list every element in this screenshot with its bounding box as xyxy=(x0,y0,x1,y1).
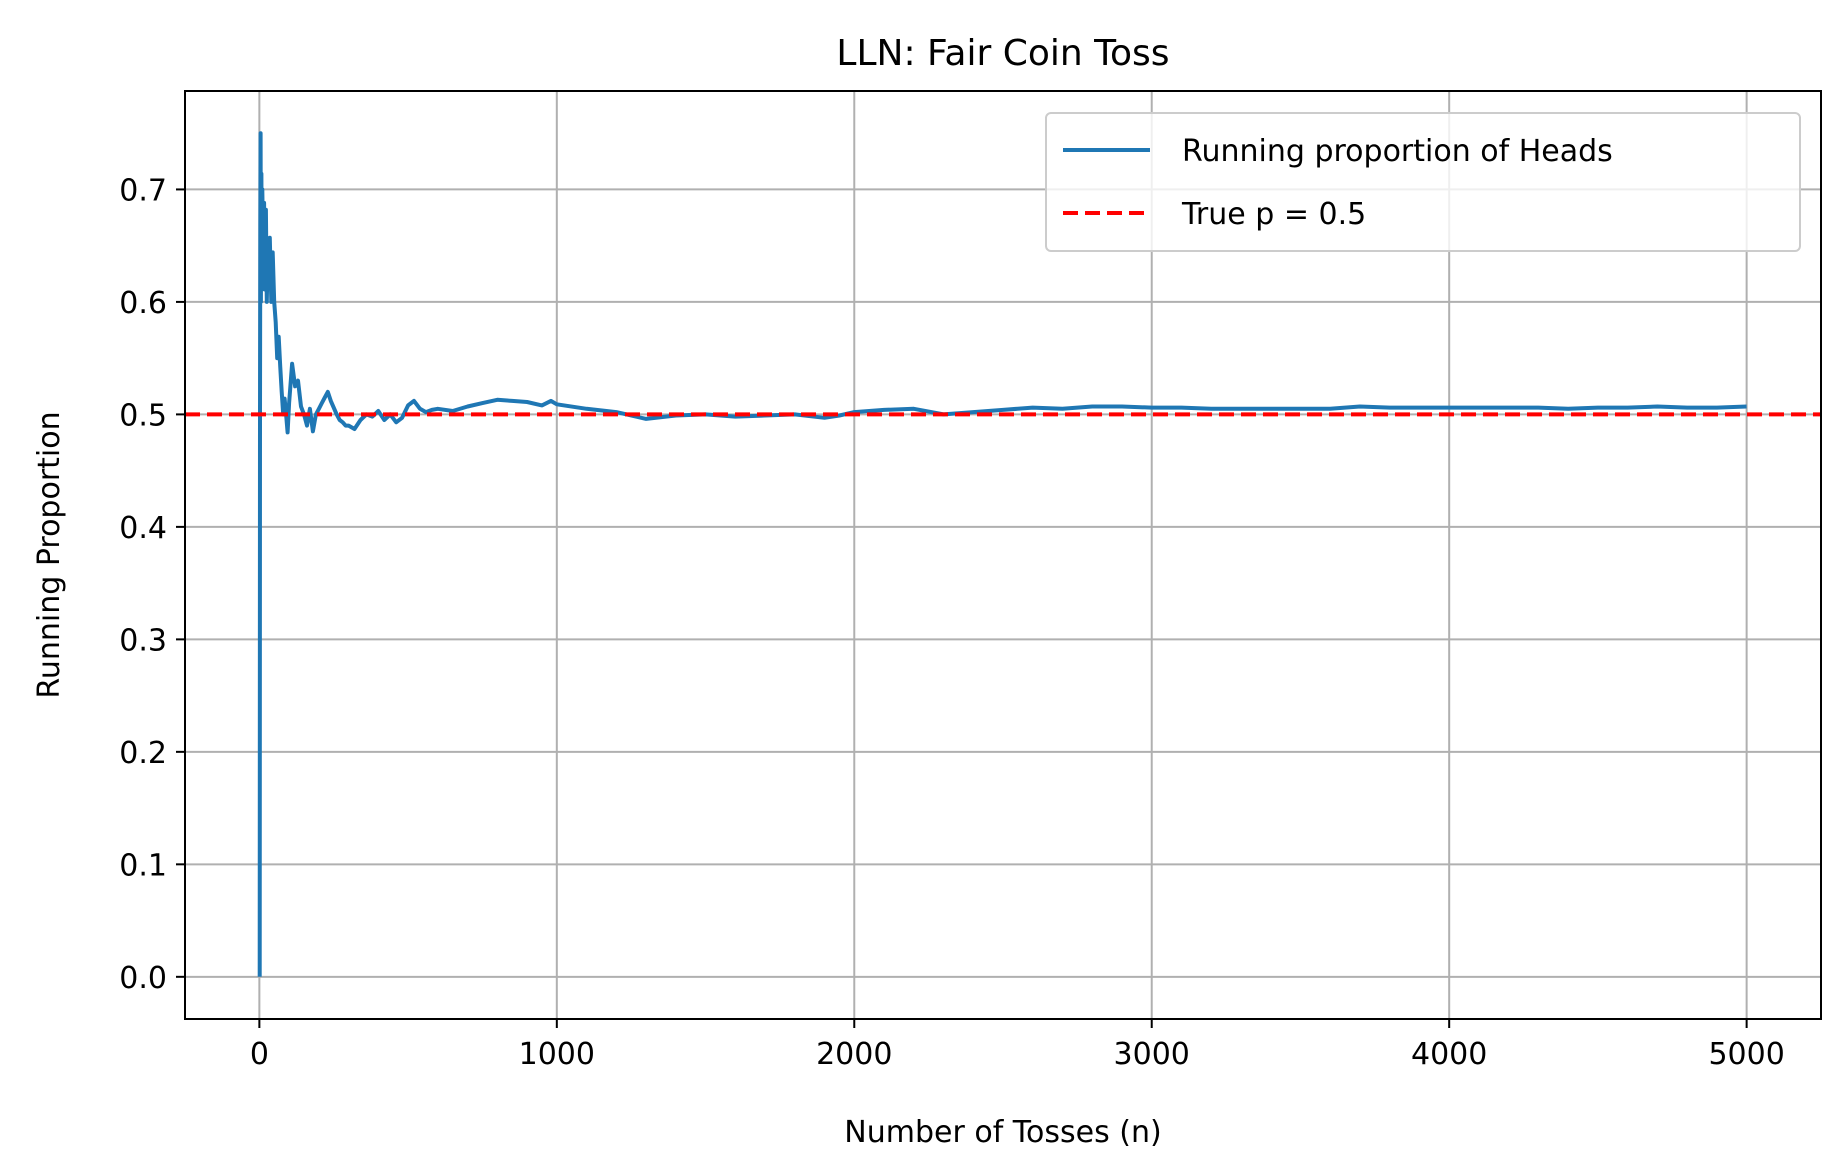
y-tick-label: 0.4 xyxy=(119,511,167,546)
y-axis-label: Running Proportion xyxy=(32,411,67,698)
y-tick-label: 0.3 xyxy=(119,623,167,658)
legend: Running proportion of Heads True p = 0.5 xyxy=(1045,112,1801,252)
x-tick-label: 5000 xyxy=(1708,1037,1784,1072)
chart-title: LLN: Fair Coin Toss xyxy=(836,33,1169,74)
grid xyxy=(185,91,1821,1019)
y-tick-label: 0.6 xyxy=(119,286,167,321)
ticks: 0 1000 2000 3000 4000 5000 0.0 0.1 0.2 0.3 0.4 0.5 0… xyxy=(119,173,1785,1072)
plot-frame xyxy=(184,90,1822,1020)
legend-label-true-p: True p = 0.5 xyxy=(1181,197,1366,232)
y-tick-label: 0.2 xyxy=(119,736,167,771)
x-tick-label: 0 xyxy=(250,1037,269,1072)
plot-data xyxy=(185,131,1821,977)
x-tick-label: 1000 xyxy=(519,1037,595,1072)
x-tick-label: 3000 xyxy=(1114,1037,1190,1072)
x-axis-label: Number of Tosses (n) xyxy=(844,1115,1161,1150)
y-tick-label: 0.1 xyxy=(119,848,167,883)
y-tick-label: 0.0 xyxy=(119,961,167,996)
legend-box xyxy=(1045,112,1801,252)
legend-label-running-proportion: Running proportion of Heads xyxy=(1182,134,1613,169)
y-tick-label: 0.5 xyxy=(119,398,167,433)
y-tick-label: 0.7 xyxy=(119,173,167,208)
x-tick-label: 2000 xyxy=(816,1037,892,1072)
x-tick-label: 4000 xyxy=(1411,1037,1487,1072)
running-proportion-line xyxy=(257,131,1747,977)
